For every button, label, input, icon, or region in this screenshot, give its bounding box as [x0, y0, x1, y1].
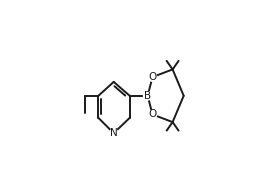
- Text: O: O: [148, 72, 157, 82]
- Circle shape: [144, 92, 152, 100]
- Text: O: O: [148, 109, 157, 120]
- Circle shape: [148, 110, 157, 119]
- Text: N: N: [110, 128, 118, 138]
- Text: B: B: [144, 91, 151, 101]
- Circle shape: [148, 73, 157, 81]
- Circle shape: [109, 129, 118, 137]
